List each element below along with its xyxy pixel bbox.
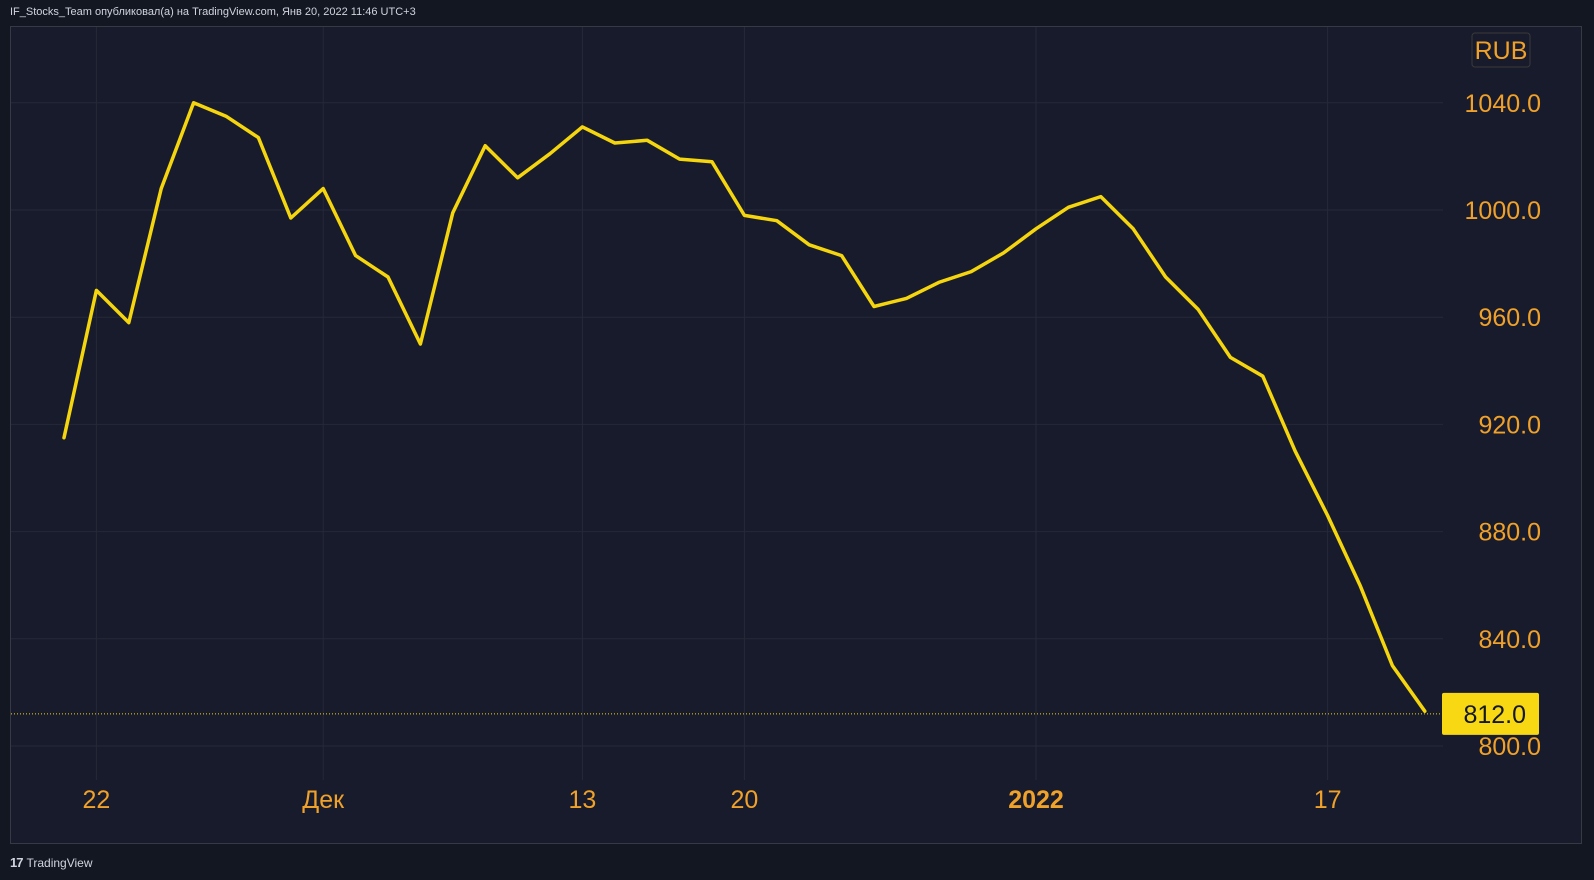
currency-label-text: RUB [1475, 37, 1528, 65]
currency-label-box [1471, 32, 1531, 68]
x-tick-label: Дек [302, 786, 345, 814]
y-tick-label: 960.0 [1478, 304, 1541, 332]
publisher-info: IF_Stocks_Team опубликовал(а) на Trading… [10, 6, 416, 18]
last-price-label: 812.0 [1442, 692, 1539, 735]
x-tick-label: 20 [730, 786, 758, 814]
last-price-label-bg [1442, 692, 1539, 735]
tradingview-branding[interactable]: 17 TradingView [10, 855, 93, 870]
x-tick-label: 2022 [1008, 786, 1064, 814]
y-tick-label: 840.0 [1478, 626, 1541, 654]
y-tick-label: 920.0 [1478, 411, 1541, 439]
axis-labels: 1040.0 1000.0 960.0 920.0 880.0 840.0 800.0 22 Д… [82, 32, 1541, 814]
x-tick-label: 13 [568, 786, 596, 814]
plot-area[interactable] [10, 26, 1582, 844]
y-tick-label: 800.0 [1478, 733, 1541, 761]
currency-label[interactable]: RUB [1471, 32, 1531, 68]
x-tick-label: 17 [1314, 786, 1342, 814]
price-series-line [62, 101, 1427, 713]
last-price-label-text: 812.0 [1463, 701, 1526, 729]
grid-lines [11, 27, 1443, 780]
y-tick-label: 1000.0 [1465, 197, 1541, 225]
series-layer [11, 101, 1443, 715]
tradingview-logo-icon: 17 [10, 855, 24, 870]
tradingview-brand-label: TradingView [26, 855, 93, 870]
y-tick-label: 1040.0 [1465, 90, 1541, 118]
y-tick-label: 880.0 [1478, 519, 1541, 547]
x-tick-label: 22 [82, 786, 110, 814]
